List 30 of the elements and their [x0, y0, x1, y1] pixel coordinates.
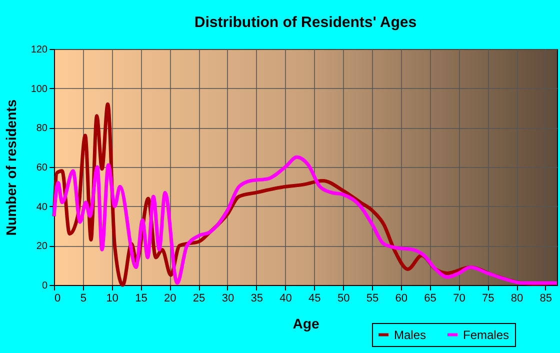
- y-tick-label: 20: [36, 241, 48, 252]
- x-tick-label: 75: [482, 292, 494, 304]
- x-tick-label: 55: [366, 292, 379, 304]
- x-tick-label: 60: [395, 292, 408, 304]
- y-tick-label: 40: [36, 202, 48, 213]
- x-tick-label: 70: [453, 292, 466, 304]
- x-tick-label: 25: [192, 292, 206, 304]
- y-tick-label: 60: [36, 162, 48, 174]
- y-axis-title: Number of residents: [2, 99, 19, 236]
- x-tick-label: 85: [540, 292, 552, 304]
- x-tick-label: 5: [80, 292, 86, 304]
- x-tick-label: 80: [510, 292, 524, 304]
- y-tick-label: 0: [42, 280, 48, 292]
- chart-title: Distribution of Residents' Ages: [194, 14, 417, 31]
- x-axis-title: Age: [292, 316, 320, 332]
- x-tick-label: 20: [164, 292, 176, 304]
- x-tick-label: 40: [280, 292, 292, 304]
- x-tick-label: 45: [308, 292, 321, 304]
- x-tick-label: 10: [106, 292, 118, 304]
- legend-label: Males: [394, 328, 426, 342]
- y-tick-label: 100: [30, 84, 48, 95]
- y-tick-label: 80: [36, 123, 48, 134]
- x-tick-label: 15: [135, 292, 148, 304]
- x-tick-label: 30: [222, 292, 234, 304]
- x-tick-label: 65: [424, 292, 436, 304]
- x-tick-label: 0: [54, 292, 61, 304]
- x-tick-label: 50: [337, 292, 350, 304]
- x-tick-label: 35: [250, 292, 263, 304]
- legend-label: Females: [463, 328, 510, 342]
- y-tick-label: 120: [30, 44, 48, 56]
